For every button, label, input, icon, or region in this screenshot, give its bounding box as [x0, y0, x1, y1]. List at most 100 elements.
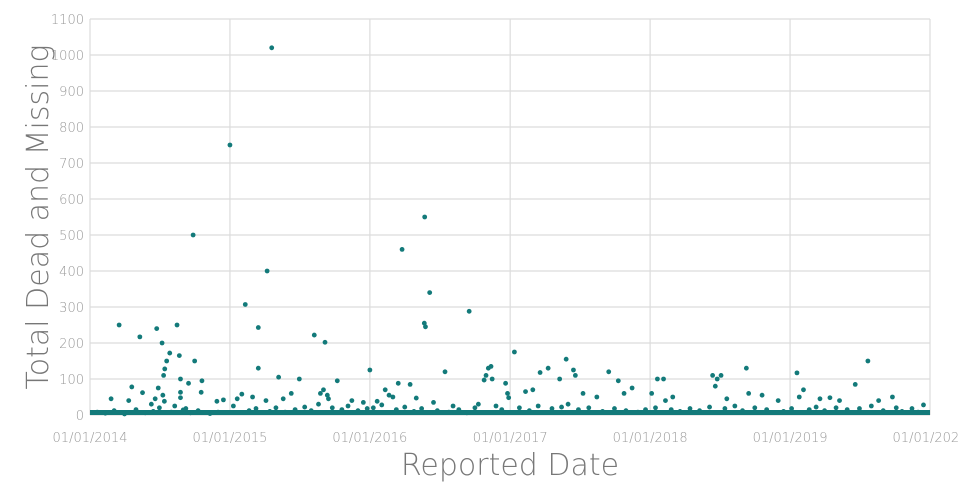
data-point — [615, 378, 621, 384]
data-point — [775, 398, 781, 403]
data-point — [921, 402, 926, 408]
data-point — [242, 302, 248, 307]
data-point — [399, 247, 405, 252]
x-axis-ticks: 01/01/2014 01/01/2015 01/01/2016 01/01/2017… — [53, 431, 960, 446]
data-point — [126, 398, 132, 403]
data-point — [801, 387, 806, 393]
data-point — [571, 367, 576, 373]
y-tick-label: 600 — [59, 193, 84, 208]
data-point — [311, 332, 317, 338]
near-zero-point-band — [90, 410, 930, 415]
data-point — [594, 394, 600, 400]
data-point — [475, 401, 481, 407]
data-point — [276, 374, 282, 380]
y-tick-label: 500 — [59, 229, 84, 244]
grid — [89, 18, 931, 416]
data-point — [545, 365, 551, 371]
data-point — [230, 403, 236, 409]
data-point — [334, 378, 340, 384]
data-point — [407, 382, 413, 387]
x-tick-label: 01/01/2017 — [473, 431, 548, 446]
data-point — [326, 396, 331, 402]
data-point — [296, 376, 302, 382]
data-point — [472, 405, 478, 411]
data-point — [199, 378, 205, 384]
data-point — [512, 349, 517, 355]
y-tick-label: 1000 — [51, 49, 84, 64]
data-point — [789, 406, 794, 411]
data-point — [483, 373, 489, 378]
data-point — [427, 290, 433, 295]
data-point — [670, 394, 676, 400]
data-point — [161, 398, 167, 404]
data-point — [549, 406, 555, 411]
data-point — [722, 406, 728, 411]
data-point — [129, 384, 135, 390]
data-point — [263, 398, 269, 403]
data-point — [148, 401, 154, 407]
data-point — [156, 405, 162, 411]
y-tick-label: 200 — [59, 337, 84, 352]
data-point — [239, 391, 245, 397]
data-points — [90, 45, 930, 417]
data-point — [221, 397, 226, 403]
data-point — [390, 394, 396, 400]
data-point — [419, 406, 425, 411]
data-point — [450, 403, 456, 409]
data-point — [857, 406, 862, 411]
data-point — [431, 400, 436, 405]
data-point — [374, 398, 380, 404]
data-point — [653, 405, 658, 411]
data-point — [827, 395, 833, 401]
data-point — [198, 389, 204, 395]
data-point — [322, 339, 328, 345]
data-point — [606, 369, 612, 375]
data-point — [796, 394, 802, 400]
data-point — [868, 403, 874, 409]
data-point — [421, 320, 427, 326]
data-point — [890, 394, 895, 400]
data-point — [612, 406, 617, 411]
data-point — [909, 406, 915, 411]
data-point — [161, 373, 167, 378]
data-point — [154, 326, 160, 331]
data-point — [370, 405, 376, 411]
data-point — [489, 376, 495, 382]
data-point — [794, 370, 800, 376]
data-point — [559, 404, 564, 410]
data-point — [192, 358, 198, 364]
data-point — [264, 268, 270, 274]
data-point — [360, 400, 366, 405]
y-tick-label: 900 — [59, 85, 84, 100]
data-point — [379, 402, 385, 408]
data-point — [537, 370, 543, 375]
data-point — [833, 405, 839, 411]
data-point — [413, 395, 419, 401]
x-tick-label: 01/01/2015 — [192, 431, 267, 446]
y-tick-label: 700 — [59, 157, 84, 172]
data-point — [565, 401, 571, 407]
data-point — [759, 392, 765, 398]
y-axis-ticks: 0 100 200 300 400 500 600 700 800 900 1000 1100 — [51, 13, 84, 424]
data-point — [580, 391, 586, 396]
data-point — [367, 367, 373, 373]
data-point — [563, 356, 569, 362]
data-point — [752, 405, 758, 411]
data-point — [176, 353, 182, 358]
data-point — [629, 385, 635, 391]
data-point — [423, 324, 428, 330]
x-tick-label: 01/01/2019 — [753, 431, 828, 446]
data-point — [255, 365, 261, 371]
data-point — [663, 398, 668, 403]
y-tick-label: 100 — [59, 373, 84, 388]
y-tick-label: 400 — [59, 265, 84, 280]
data-point — [155, 385, 161, 391]
data-point — [442, 369, 448, 375]
data-point — [178, 395, 183, 401]
data-point — [743, 365, 749, 371]
data-point — [516, 405, 522, 411]
data-point — [813, 404, 819, 410]
data-point — [349, 398, 355, 403]
data-point — [386, 392, 392, 398]
data-point — [817, 396, 823, 402]
